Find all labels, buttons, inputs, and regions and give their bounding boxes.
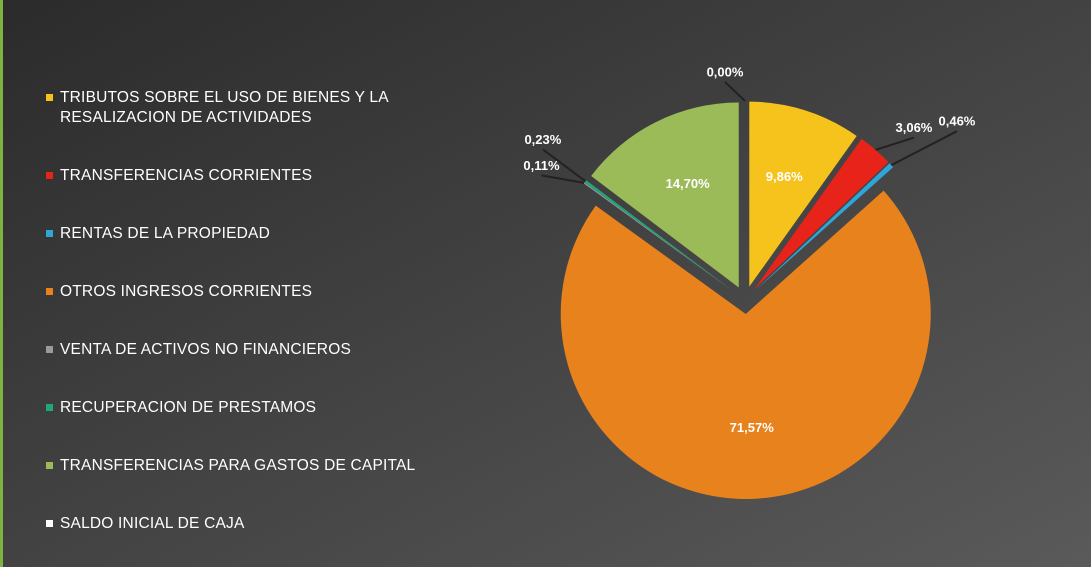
legend-swatch [46, 404, 53, 411]
legend-swatch [46, 172, 53, 179]
legend-item: VENTA DE ACTIVOS NO FINANCIEROS [46, 340, 486, 360]
pie-slice [591, 102, 739, 288]
data-label: 0,46% [939, 114, 976, 129]
leader-line [724, 81, 746, 102]
leader-line [541, 174, 585, 184]
legend-item: RENTAS DE LA PROPIEDAD [46, 224, 486, 244]
data-label: 14,70% [666, 176, 711, 191]
data-label: 0,23% [524, 132, 561, 147]
legend-item: OTROS INGRESOS CORRIENTES [46, 282, 486, 302]
pie-slice [754, 138, 889, 290]
legend-swatch [46, 230, 53, 237]
edge [0, 0, 3, 567]
legend: TRIBUTOS SOBRE EL USO DE BIENES Y LA RES… [46, 88, 486, 572]
legend-item: TRIBUTOS SOBRE EL USO DE BIENES Y LA RES… [46, 88, 486, 128]
legend-label: RENTAS DE LA PROPIEDAD [60, 225, 270, 242]
leader-line [890, 130, 958, 167]
legend-label: VENTA DE ACTIVOS NO FINANCIEROS [60, 341, 351, 358]
leader-line [875, 136, 915, 151]
legend-item: SALDO INICIAL DE CAJA [46, 514, 486, 534]
legend-label: TRANSFERENCIAS CORRIENTES [60, 167, 313, 184]
legend-item: TRANSFERENCIAS CORRIENTES [46, 166, 486, 186]
pie-slice [583, 182, 734, 292]
legend-swatch [46, 288, 53, 295]
legend-item: TRANSFERENCIAS PARA GASTOS DE CAPITAL [46, 456, 486, 476]
pie-slice [560, 190, 931, 499]
pie-slice [749, 101, 857, 287]
legend-label: TRANSFERENCIAS PARA GASTOS DE CAPITAL [60, 457, 416, 474]
legend-label: OTROS INGRESOS CORRIENTES [60, 283, 313, 300]
data-label: 71,57% [730, 420, 775, 435]
data-label: 0,00% [707, 64, 744, 79]
legend-item: RECUPERACION DE PRESTAMOS [46, 398, 486, 418]
data-label: 3,06% [896, 120, 933, 135]
legend-swatch [46, 462, 53, 469]
legend-swatch [46, 520, 53, 527]
legend-label: SALDO INICIAL DE CAJA [60, 515, 245, 532]
leader-line [542, 148, 586, 182]
legend-swatch [46, 94, 53, 101]
legend-swatch [46, 346, 53, 353]
legend-label: TRIBUTOS SOBRE EL USO DE BIENES Y LA RES… [60, 89, 388, 126]
pie-slice [755, 163, 894, 291]
pie-slice [584, 180, 734, 292]
data-label: 0,11% [523, 158, 560, 173]
legend-label: RECUPERACION DE PRESTAMOS [60, 399, 317, 416]
data-label: 9,86% [766, 169, 803, 184]
